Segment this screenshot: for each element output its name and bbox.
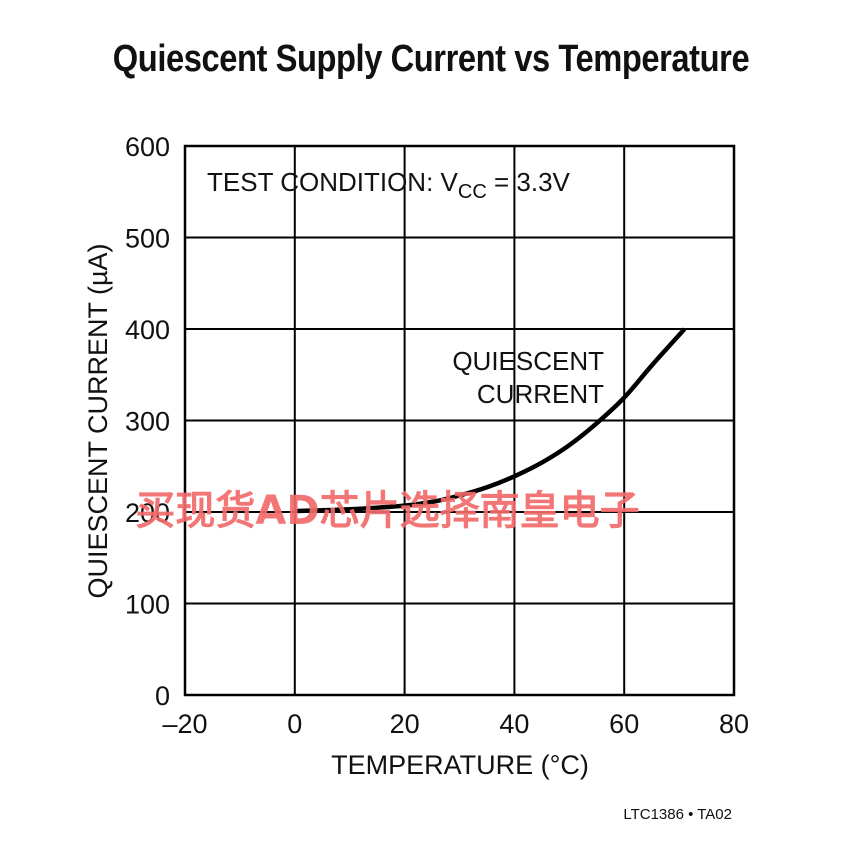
y-tick-label: 400	[125, 315, 170, 345]
x-tick-label: 80	[719, 709, 749, 739]
y-tick-label: 300	[125, 407, 170, 437]
series-label-line-1: QUIESCENT	[452, 346, 604, 376]
y-axis-label: QUIESCENT CURRENT (µA)	[83, 243, 113, 598]
plot-frame	[183, 144, 736, 697]
grid	[185, 146, 734, 695]
test-condition-subscript: CC	[458, 181, 487, 203]
figure-code: LTC1386 • TA02	[623, 806, 732, 823]
test-condition-annotation: TEST CONDITION: VCC = 3.3V	[207, 167, 571, 203]
x-tick-label: –20	[162, 709, 207, 739]
x-tick-label: 0	[287, 709, 302, 739]
x-axis-label: TEMPERATURE (°C)	[331, 750, 589, 780]
x-tick-label: 40	[499, 709, 529, 739]
y-tick-label: 600	[125, 132, 170, 162]
x-tick-label: 20	[390, 709, 420, 739]
x-tick-labels: –20 0 20 40 60 80	[162, 709, 749, 739]
y-tick-labels: 0 100 200 300 400 500 600	[125, 132, 170, 711]
y-tick-label: 100	[125, 590, 170, 620]
chart-title: Quiescent Supply Current vs Temperature	[112, 38, 750, 80]
series-line-quiescent-current	[294, 327, 687, 514]
y-tick-label: 0	[155, 681, 170, 711]
series-label-line-2: CURRENT	[477, 379, 604, 409]
y-tick-label: 200	[125, 498, 170, 528]
x-tick-label: 60	[609, 709, 639, 739]
test-condition-prefix: TEST CONDITION: V	[207, 167, 459, 197]
y-tick-label: 500	[125, 224, 170, 254]
test-condition-suffix: = 3.3V	[487, 167, 571, 197]
